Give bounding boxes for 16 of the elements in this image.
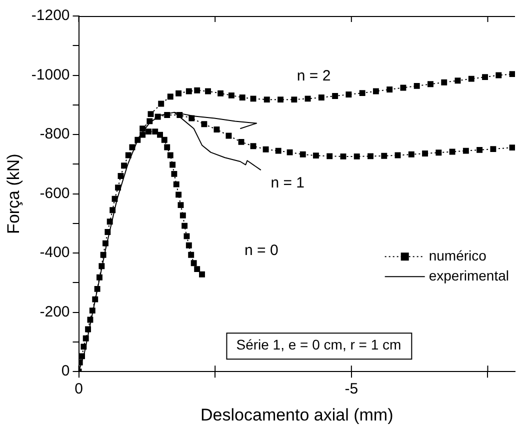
y-tick-label: -600 [40,184,70,202]
y-tick-label: -1000 [31,66,70,84]
y-tick-label: -800 [40,126,70,143]
annotation: n = 0 [244,242,278,259]
x-axis-title: Deslocamento axial (mm) [200,405,394,424]
annotation: n = 1 [270,174,304,192]
y-tick-label: -200 [40,303,70,320]
y-tick-label: 0 [61,362,70,380]
legend-label: experimental [428,267,510,284]
annotation: n = 2 [296,68,331,85]
y-axis-title: Força (kN) [4,154,23,234]
annotation: Série 1, e = 0 cm, r = 1 cm [236,336,402,352]
y-tick-label: -400 [40,244,70,262]
x-tick-label: -5 [344,380,358,398]
legend-label: numérico [428,247,487,264]
y-tick-label: -1200 [31,7,70,24]
